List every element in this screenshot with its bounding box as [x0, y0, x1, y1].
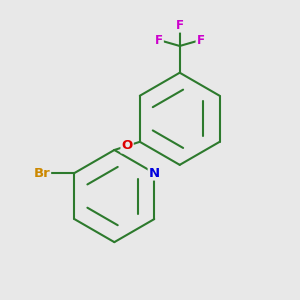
Text: F: F	[176, 19, 184, 32]
Text: O: O	[122, 140, 133, 152]
Text: F: F	[196, 34, 205, 46]
Text: Br: Br	[33, 167, 50, 179]
Text: N: N	[149, 167, 160, 179]
Text: F: F	[155, 34, 163, 46]
